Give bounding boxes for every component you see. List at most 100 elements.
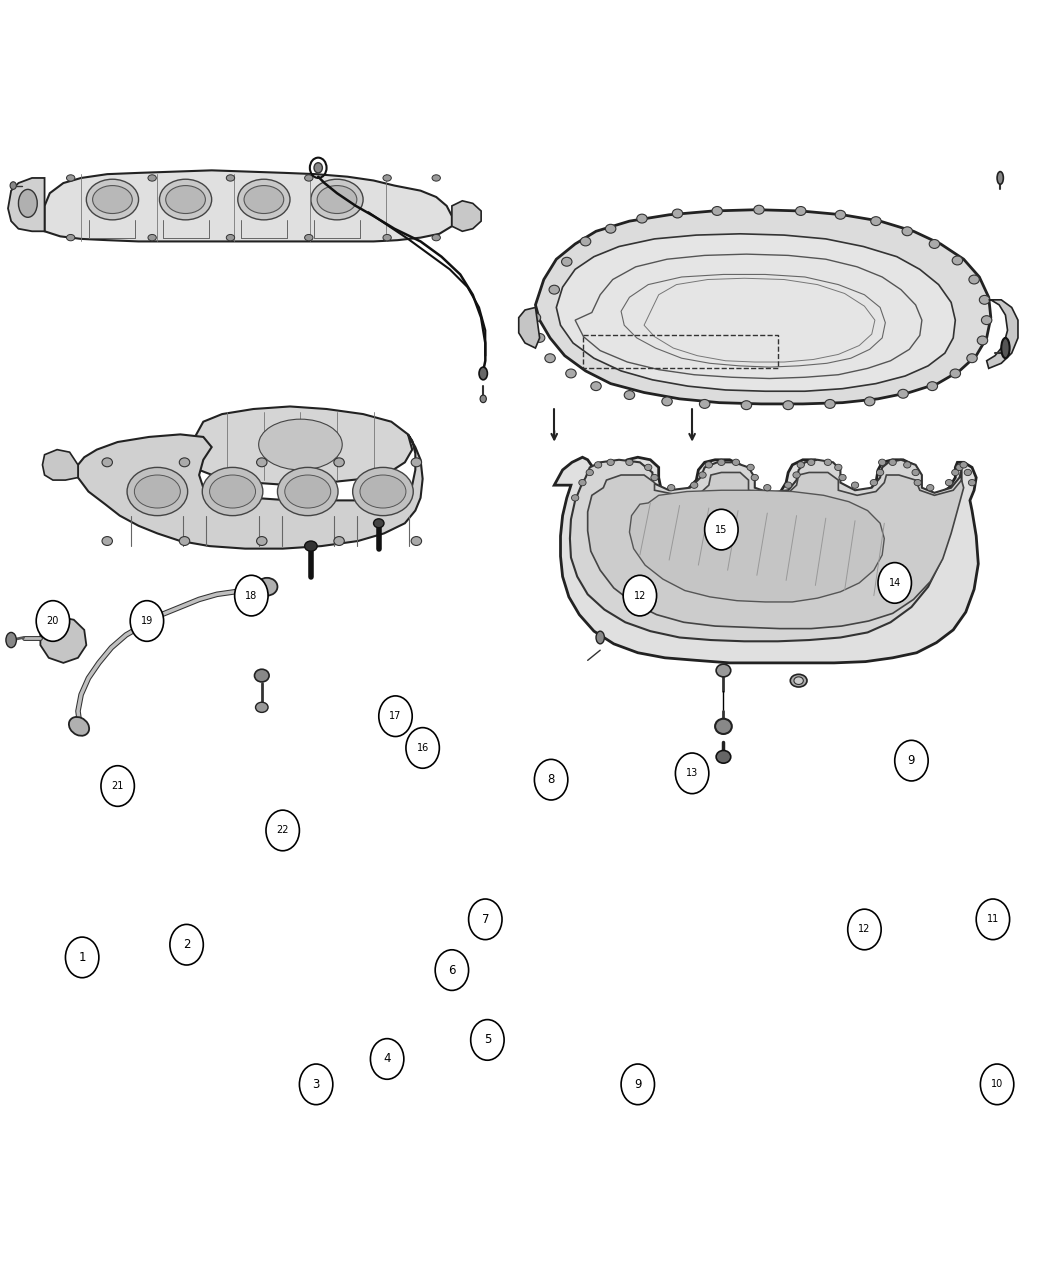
Ellipse shape bbox=[237, 180, 290, 219]
Ellipse shape bbox=[784, 482, 792, 488]
Ellipse shape bbox=[712, 207, 722, 215]
Ellipse shape bbox=[956, 464, 963, 470]
Ellipse shape bbox=[691, 482, 698, 488]
Ellipse shape bbox=[256, 458, 267, 467]
Ellipse shape bbox=[314, 163, 322, 173]
Ellipse shape bbox=[636, 214, 647, 223]
Ellipse shape bbox=[227, 175, 234, 181]
Circle shape bbox=[406, 728, 439, 769]
Polygon shape bbox=[554, 458, 979, 663]
Ellipse shape bbox=[334, 458, 344, 467]
Text: 3: 3 bbox=[313, 1077, 320, 1091]
Ellipse shape bbox=[66, 175, 75, 181]
Polygon shape bbox=[8, 179, 44, 231]
Text: 12: 12 bbox=[634, 590, 646, 601]
Ellipse shape bbox=[732, 459, 739, 465]
Ellipse shape bbox=[904, 462, 911, 468]
Ellipse shape bbox=[824, 399, 835, 408]
Ellipse shape bbox=[793, 472, 800, 478]
Circle shape bbox=[705, 509, 738, 550]
Ellipse shape bbox=[915, 479, 921, 486]
Ellipse shape bbox=[160, 180, 212, 219]
Ellipse shape bbox=[716, 751, 731, 764]
Circle shape bbox=[435, 950, 468, 991]
Ellipse shape bbox=[244, 186, 284, 213]
Circle shape bbox=[299, 1065, 333, 1104]
Ellipse shape bbox=[797, 462, 804, 468]
Circle shape bbox=[622, 1065, 654, 1104]
Ellipse shape bbox=[134, 476, 181, 507]
Ellipse shape bbox=[699, 472, 707, 478]
Ellipse shape bbox=[751, 474, 758, 481]
Text: 13: 13 bbox=[686, 769, 698, 778]
Ellipse shape bbox=[889, 459, 897, 465]
Ellipse shape bbox=[258, 419, 342, 470]
Ellipse shape bbox=[480, 395, 486, 403]
Circle shape bbox=[878, 562, 911, 603]
Ellipse shape bbox=[180, 537, 190, 546]
Ellipse shape bbox=[706, 462, 713, 468]
Ellipse shape bbox=[927, 381, 938, 390]
Text: 9: 9 bbox=[634, 1077, 642, 1091]
Ellipse shape bbox=[626, 459, 633, 465]
Ellipse shape bbox=[645, 464, 652, 470]
Text: 22: 22 bbox=[276, 825, 289, 835]
Text: 8: 8 bbox=[547, 773, 554, 787]
Circle shape bbox=[675, 754, 709, 793]
Text: 12: 12 bbox=[858, 924, 870, 935]
Ellipse shape bbox=[715, 719, 732, 734]
Ellipse shape bbox=[952, 256, 963, 265]
Text: 2: 2 bbox=[183, 938, 190, 951]
Circle shape bbox=[895, 741, 928, 782]
Circle shape bbox=[36, 601, 69, 641]
Ellipse shape bbox=[285, 476, 331, 507]
Ellipse shape bbox=[360, 476, 406, 507]
Ellipse shape bbox=[607, 459, 614, 465]
Text: 16: 16 bbox=[417, 743, 428, 754]
Circle shape bbox=[470, 1020, 504, 1061]
Ellipse shape bbox=[19, 190, 37, 217]
Ellipse shape bbox=[227, 235, 234, 241]
Ellipse shape bbox=[334, 537, 344, 546]
Text: 5: 5 bbox=[484, 1034, 491, 1047]
Polygon shape bbox=[44, 171, 452, 241]
Ellipse shape bbox=[950, 368, 961, 377]
Ellipse shape bbox=[571, 495, 579, 501]
Ellipse shape bbox=[870, 217, 881, 226]
Ellipse shape bbox=[662, 397, 672, 405]
Ellipse shape bbox=[967, 353, 978, 362]
Ellipse shape bbox=[256, 578, 277, 595]
Circle shape bbox=[266, 810, 299, 850]
Ellipse shape bbox=[304, 235, 313, 241]
Text: 18: 18 bbox=[246, 590, 257, 601]
Ellipse shape bbox=[902, 227, 912, 236]
Ellipse shape bbox=[530, 314, 541, 323]
Ellipse shape bbox=[148, 175, 156, 181]
Ellipse shape bbox=[412, 458, 422, 467]
Ellipse shape bbox=[969, 275, 980, 284]
Ellipse shape bbox=[982, 316, 992, 325]
Ellipse shape bbox=[180, 458, 190, 467]
Ellipse shape bbox=[277, 468, 338, 515]
Ellipse shape bbox=[92, 186, 132, 213]
Ellipse shape bbox=[127, 468, 188, 515]
Text: 15: 15 bbox=[715, 524, 728, 534]
Ellipse shape bbox=[835, 464, 842, 470]
Ellipse shape bbox=[148, 235, 156, 241]
Ellipse shape bbox=[912, 469, 920, 476]
Ellipse shape bbox=[586, 469, 593, 476]
Ellipse shape bbox=[66, 235, 75, 241]
Text: 17: 17 bbox=[390, 711, 402, 722]
Ellipse shape bbox=[210, 476, 255, 507]
Ellipse shape bbox=[412, 537, 422, 546]
Ellipse shape bbox=[835, 210, 845, 219]
Circle shape bbox=[65, 937, 99, 978]
Ellipse shape bbox=[86, 180, 139, 219]
Ellipse shape bbox=[566, 368, 576, 377]
Ellipse shape bbox=[741, 400, 752, 409]
Circle shape bbox=[976, 899, 1010, 940]
Polygon shape bbox=[570, 460, 962, 641]
Ellipse shape bbox=[718, 459, 724, 465]
Ellipse shape bbox=[879, 459, 886, 465]
Circle shape bbox=[468, 899, 502, 940]
